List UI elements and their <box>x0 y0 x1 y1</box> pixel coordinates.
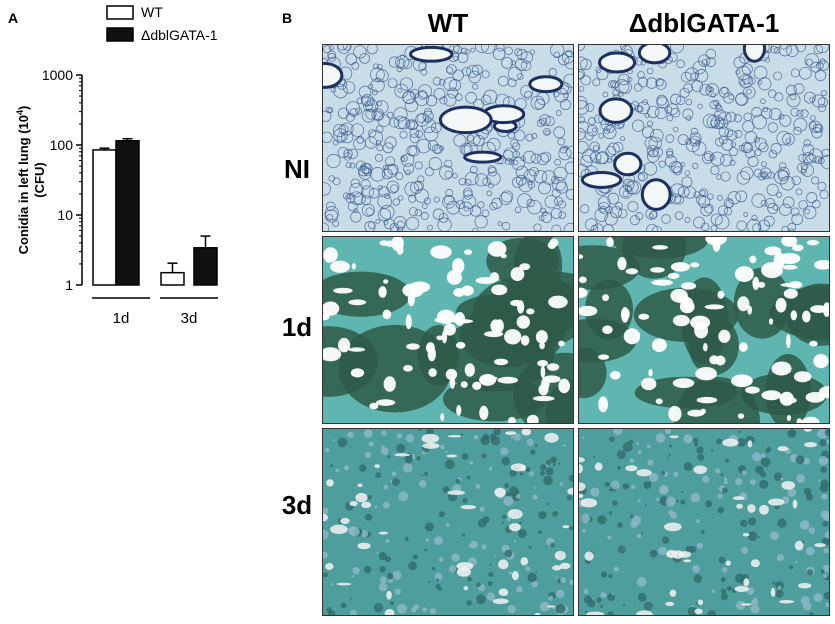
micrograph-wt-3d <box>322 428 574 616</box>
row-label-3d: 3d <box>281 490 313 520</box>
y-axis-label-sup: 4 <box>15 110 25 115</box>
panel-a-letter: A <box>8 10 19 26</box>
category-label-1d: 1d <box>113 310 130 327</box>
bar-3d-ko <box>193 247 218 286</box>
column-header-wt: WT <box>427 8 469 38</box>
y-axis-label-main: Conidia in left lung (10 <box>16 115 31 254</box>
y-tick-label: 1000 <box>42 67 73 83</box>
bar-chart: WT ΔdblGATA-1 Conidia in left lung (104)… <box>15 4 218 327</box>
bar-1d-ko <box>115 140 140 286</box>
column-header-ko: ΔdblGATA-1 <box>628 8 780 38</box>
y-tick-label: 10 <box>57 207 73 223</box>
micrograph-ko-3d <box>578 428 830 616</box>
y-tick-label: 1 <box>65 277 73 293</box>
y-tick-label: 100 <box>50 137 74 153</box>
legend-swatch-wt <box>106 5 134 20</box>
row-label-ni: NI <box>284 154 310 184</box>
panel-b-letter: B <box>282 10 293 26</box>
y-axis-label-close: ) <box>16 106 31 110</box>
legend-swatch-ko <box>106 27 134 42</box>
micrograph-ko-1d <box>578 236 830 424</box>
y-ticks: 1 10 100 1000 <box>42 67 82 293</box>
micrograph-ko-ni <box>578 44 830 232</box>
bar-1d-wt <box>92 149 117 286</box>
micrograph-wt-1d <box>322 236 574 424</box>
category-label-3d: 3d <box>181 310 198 327</box>
y-axis-label: Conidia in left lung (104) <box>15 106 31 255</box>
legend-label-wt: WT <box>141 4 163 20</box>
legend-label-ko: ΔdblGATA-1 <box>141 27 218 43</box>
row-label-1d: 1d <box>281 312 313 342</box>
bar-3d-wt <box>160 271 185 286</box>
y-axis-label-unit: (CFU) <box>32 162 47 197</box>
micrograph-wt-ni <box>322 44 574 232</box>
bars <box>92 137 218 286</box>
